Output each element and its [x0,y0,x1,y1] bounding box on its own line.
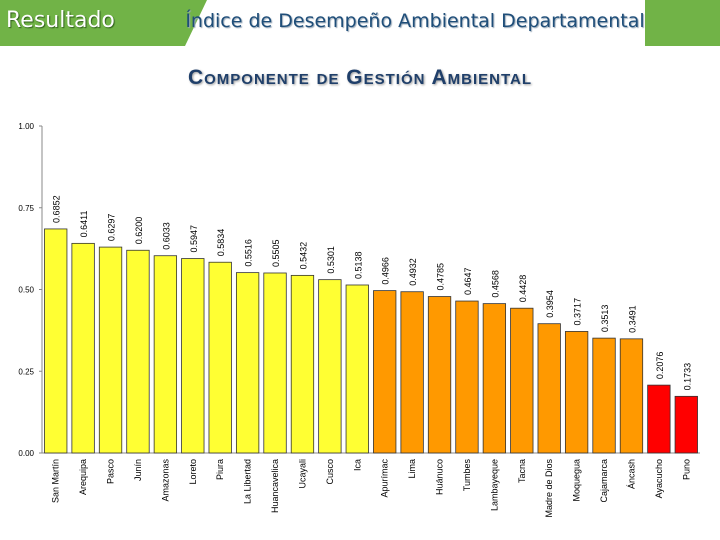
y-tick-label: 0.25 [18,367,34,376]
x-tick-label: Junín [133,459,143,481]
chart-title: Componente de Gestión Ambiental [187,66,533,89]
x-tick-label: Ica [352,459,362,471]
data-label: 0.5516 [244,239,254,267]
bar [564,331,589,454]
x-tick-label: Moquegua [572,459,582,502]
x-tick-label: Apurímac [380,459,390,498]
data-label: 0.4647 [463,268,473,296]
header-title-tab: Índice de Desempeño Ambiental Departamen… [185,0,645,46]
x-tick-label: Pasco [106,459,116,484]
data-label: 0.3717 [573,298,583,326]
x-tick-label: Lima [407,459,417,479]
bar [592,337,616,454]
data-label: 0.4932 [408,258,418,286]
data-label: 0.4785 [436,263,446,291]
section-label: Resultado [6,8,115,33]
x-tick-label: Huánuco [435,459,445,495]
bar [263,272,287,454]
y-tick-label: 0.00 [18,449,34,458]
page-title: Índice de Desempeño Ambiental Departamen… [185,10,645,32]
bar [482,303,507,454]
y-tick-label: 0.50 [18,286,34,295]
bar [400,291,424,454]
bar [318,279,342,454]
data-label: 0.5432 [298,242,308,270]
data-label: 0.5138 [353,251,363,279]
x-tick-label: Cusco [325,459,335,485]
bar [126,249,150,454]
data-label: 0.4568 [490,270,500,298]
data-label: 0.2076 [655,352,665,380]
bar [181,258,205,454]
x-tick-label: Piura [215,459,225,480]
data-label: 0.3491 [627,305,637,333]
bar [537,323,561,454]
data-label: 0.6411 [79,211,89,238]
x-tick-label: Loreto [188,459,198,485]
x-tick-label: La Libertad [243,459,253,504]
data-label: 0.6033 [161,222,171,250]
x-tick-label: Cajamarca [599,459,609,503]
bar [510,307,534,454]
data-label: 0.6297 [107,214,117,242]
x-tick-label: Arequipa [78,459,88,495]
x-tick-label: Lambayeque [489,459,499,511]
x-tick-label: Ucayali [297,459,307,489]
data-label: 0.5505 [271,239,281,267]
bar [208,261,232,454]
x-tick-label: Amazonas [160,459,170,502]
bar [290,274,315,454]
data-label: 0.3954 [545,290,555,318]
x-tick-label: Tacna [517,459,527,483]
x-tick-label: Tumbes [462,459,472,492]
bar [619,338,644,454]
bar [373,290,397,454]
bar [455,300,479,454]
x-tick-label: San Martín [51,459,61,503]
data-label: 0.4428 [518,275,528,303]
data-label: 0.5301 [326,246,336,274]
data-label: 0.1733 [682,363,692,391]
data-label: 0.4966 [381,257,391,285]
bar [345,284,369,454]
bar [98,246,123,454]
x-tick-label: Áncash [626,459,636,489]
y-tick-label: 1.00 [18,122,34,131]
data-label: 0.6852 [52,195,62,223]
bar [71,242,95,454]
tab-corner [185,0,207,46]
bar [153,255,178,454]
y-tick-label: 0.75 [18,204,34,213]
x-tick-label: Puno [681,459,691,480]
data-label: 0.3513 [600,305,610,333]
x-tick-label: Ayacucho [654,459,664,498]
data-label: 0.6200 [134,217,144,245]
bar [44,228,68,454]
bar [235,272,260,454]
bar [647,384,671,454]
x-tick-label: Madre de Dios [544,459,554,518]
bar [674,395,698,454]
x-tick-label: Huancavelica [270,459,280,513]
data-label: 0.5947 [189,225,199,253]
bar [427,296,452,454]
data-label: 0.5834 [216,229,226,257]
